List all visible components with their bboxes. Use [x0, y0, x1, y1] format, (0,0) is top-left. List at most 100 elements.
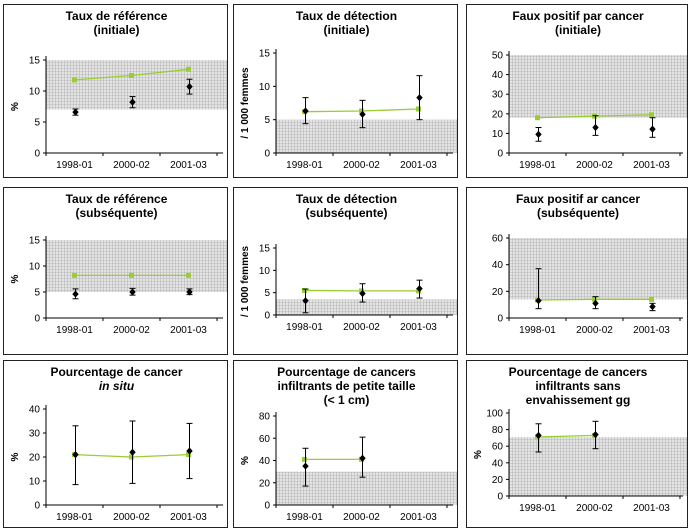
- chart-title-line: (initiale): [555, 23, 601, 37]
- y-tick-label: 20: [259, 478, 271, 489]
- y-axis-label: %: [10, 274, 21, 283]
- y-tick-label: 15: [259, 49, 271, 60]
- x-tick-label: 2001-03: [633, 503, 670, 514]
- x-tick-label: 2001-03: [170, 512, 207, 523]
- y-tick-label: 0: [34, 501, 40, 512]
- target-point: [129, 272, 134, 278]
- x-tick-label: 2000-02: [113, 512, 150, 523]
- chart-svg: Taux de détection(initiale) 0 5 10 15 1998-01…: [240, 9, 457, 171]
- chart-title-line: infiltrants de petite taille: [277, 379, 415, 393]
- y-tick-label: 0: [264, 149, 270, 160]
- x-tick-label: 1998-01: [286, 160, 323, 171]
- y-tick-label: 0: [497, 149, 503, 160]
- chart-svg: Taux de détection(subséquente) 0 5 10 15 1998…: [240, 192, 457, 333]
- chart-panel: Taux de détection (subséquente) 0 5 10 15 1998…: [233, 187, 458, 355]
- y-tick-label: 15: [259, 244, 271, 255]
- observed-point: [129, 288, 136, 296]
- target-point: [592, 296, 597, 302]
- chart-title-line: (< 1 cm): [324, 393, 370, 407]
- y-tick-label: 80: [259, 412, 271, 423]
- observed-point: [186, 288, 193, 296]
- x-tick-label: 1998-01: [56, 160, 93, 171]
- y-axis-label: %: [10, 102, 21, 111]
- chart-title-line: Taux de détection: [296, 9, 397, 23]
- reference-zone: [276, 471, 457, 505]
- y-tick-label: 30: [29, 429, 41, 440]
- chart-title-line: Pourcentage de cancer: [50, 365, 182, 379]
- y-tick-label: 60: [492, 234, 504, 245]
- chart-title-line: Faux positif par cancer: [512, 9, 644, 23]
- y-tick-label: 0: [264, 501, 270, 512]
- chart-title-line: in situ: [99, 379, 135, 393]
- chart-panel: Faux positif par cancer (initiale) 0 10 20 30…: [466, 4, 688, 178]
- y-tick-label: 5: [34, 288, 40, 299]
- reference-zone: [509, 437, 687, 496]
- x-tick-label: 1998-01: [519, 503, 556, 514]
- y-tick-label: 40: [492, 70, 504, 81]
- target-point: [186, 452, 191, 458]
- y-axis-label: %: [473, 450, 484, 459]
- y-tick-label: 50: [492, 51, 504, 62]
- observed-point: [592, 123, 599, 132]
- target-point: [129, 454, 134, 460]
- x-tick-label: 2000-02: [113, 160, 150, 171]
- chart-title-line: (initiale): [323, 23, 369, 37]
- y-tick-label: 0: [34, 314, 40, 325]
- y-tick-label: 5: [264, 115, 270, 126]
- chart-panel: Taux de référence (initiale) 0 5 10 15 1998-01…: [3, 4, 228, 178]
- observed-point: [359, 454, 366, 462]
- y-tick-label: 5: [34, 118, 40, 129]
- target-point: [72, 272, 77, 278]
- observed-point: [535, 130, 542, 138]
- target-point: [649, 112, 654, 118]
- y-tick-label: 60: [492, 442, 504, 453]
- observed-point: [302, 297, 309, 305]
- observed-point: [186, 83, 193, 91]
- y-axis-label: %: [240, 456, 251, 465]
- chart-title-line: (subséquente): [75, 206, 157, 220]
- chart-panel: Taux de référence (subséquente) 0 5 10 15 1998…: [3, 187, 228, 355]
- target-point: [186, 272, 191, 278]
- y-tick-label: 20: [492, 287, 504, 298]
- y-tick-label: 0: [264, 311, 270, 322]
- y-tick-label: 40: [492, 458, 504, 469]
- chart-title-line: Taux de référence: [66, 9, 168, 23]
- chart-title-line: (subséquente): [537, 206, 619, 220]
- y-tick-label: 10: [29, 87, 41, 98]
- observed-point: [72, 108, 79, 116]
- chart-panel: Taux de détection (initiale) 0 5 10 15 1998-01…: [233, 4, 458, 178]
- chart-svg: Faux positif par cancer(initiale) 0 10 20 30…: [492, 9, 687, 171]
- x-tick-label: 2000-02: [113, 325, 150, 336]
- target-point: [535, 115, 540, 121]
- y-tick-label: 30: [492, 90, 504, 101]
- x-tick-label: 1998-01: [519, 160, 556, 171]
- target-point: [186, 66, 191, 72]
- x-tick-label: 2000-02: [576, 325, 613, 336]
- y-tick-label: 0: [497, 314, 503, 325]
- observed-point: [416, 285, 423, 293]
- chart-svg: Faux positif ar cancer(subséquente) 0 20 40…: [492, 192, 687, 336]
- chart-svg: Taux de référence(initiale) 0 5 10 15 1998-01…: [10, 9, 227, 171]
- observed-point: [535, 431, 542, 440]
- y-tick-label: 10: [29, 262, 41, 273]
- y-tick-label: 40: [259, 456, 271, 467]
- y-tick-label: 5: [264, 288, 270, 299]
- x-tick-label: 2000-02: [576, 503, 613, 514]
- reference-zone: [276, 299, 457, 315]
- observed-point: [359, 110, 366, 118]
- observed-point: [592, 299, 599, 307]
- x-tick-label: 2001-03: [400, 512, 437, 523]
- observed-point: [592, 430, 599, 439]
- y-tick-label: 0: [34, 149, 40, 160]
- x-tick-label: 2000-02: [343, 512, 380, 523]
- x-tick-label: 2001-03: [633, 160, 670, 171]
- reference-zone: [46, 240, 227, 292]
- x-tick-label: 2000-02: [343, 160, 380, 171]
- x-tick-label: 2000-02: [576, 160, 613, 171]
- chart-svg: Taux de référence(subséquente) 0 5 10 15 1998…: [10, 192, 227, 336]
- target-point: [129, 73, 134, 78]
- y-tick-label: 15: [29, 56, 41, 67]
